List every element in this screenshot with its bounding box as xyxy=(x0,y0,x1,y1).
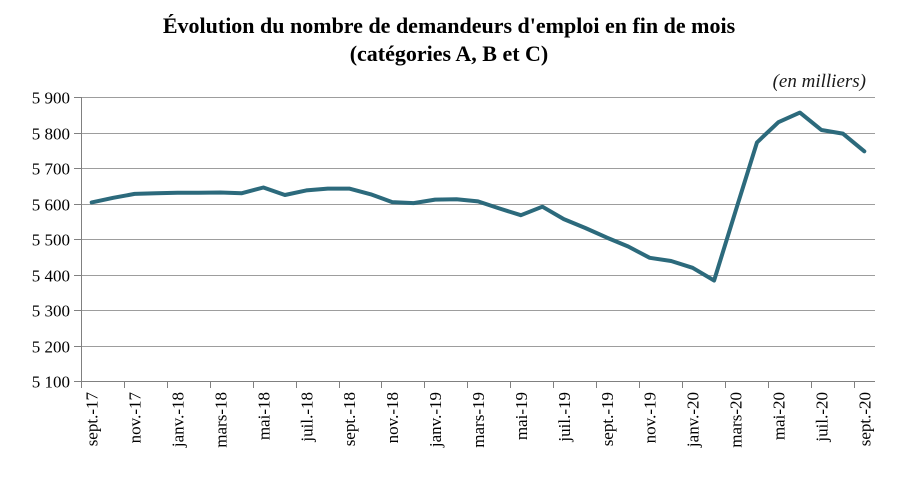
chart-title: Évolution du nombre de demandeurs d'empl… xyxy=(162,13,736,38)
data-line-series xyxy=(89,110,867,283)
x-axis-label: juil.-18 xyxy=(297,392,316,443)
x-axis-label: nov.-18 xyxy=(383,392,402,443)
x-axis-label: nov.-19 xyxy=(641,392,660,443)
unit-label: (en milliers) xyxy=(772,71,866,92)
x-axis-label: mai-18 xyxy=(254,392,273,440)
y-axis-label: 5 400 xyxy=(32,266,70,285)
x-axis-label: sept.-19 xyxy=(598,392,617,446)
x-axis-label: nov.-17 xyxy=(126,392,145,444)
x-axis-label: mai-20 xyxy=(769,392,788,440)
y-axis-label: 5 200 xyxy=(32,337,70,356)
y-axis-label: 5 700 xyxy=(32,159,70,178)
y-axis-label: 5 100 xyxy=(32,372,70,391)
chart-title-block: Évolution du nombre de demandeurs d'empl… xyxy=(0,12,898,68)
x-axis-label: janv.-19 xyxy=(426,392,445,448)
x-axis-label: mars-19 xyxy=(469,392,488,448)
x-axis-label: sept.-17 xyxy=(83,392,102,447)
chart-subtitle: (catégories A, B et C) xyxy=(349,41,549,66)
y-axis-label: 5 600 xyxy=(32,195,70,214)
x-axis-label: janv.-20 xyxy=(684,392,703,448)
x-axis-label: juil.-20 xyxy=(812,392,831,443)
y-axis-label: 5 900 xyxy=(32,88,70,107)
y-axis-label: 5 500 xyxy=(32,230,70,249)
x-axis-label: mai-19 xyxy=(512,392,531,440)
x-axis-label: juil.-19 xyxy=(555,392,574,443)
y-axis-label: 5 800 xyxy=(32,124,70,143)
x-axis-label: sept.-18 xyxy=(340,392,359,446)
x-axis-label: janv.-18 xyxy=(169,392,188,448)
y-axis-label: 5 300 xyxy=(32,301,70,320)
x-axis-label: mars-20 xyxy=(727,392,746,448)
x-axis-label: mars-18 xyxy=(211,392,230,448)
x-axis-label: sept.-20 xyxy=(855,392,874,446)
